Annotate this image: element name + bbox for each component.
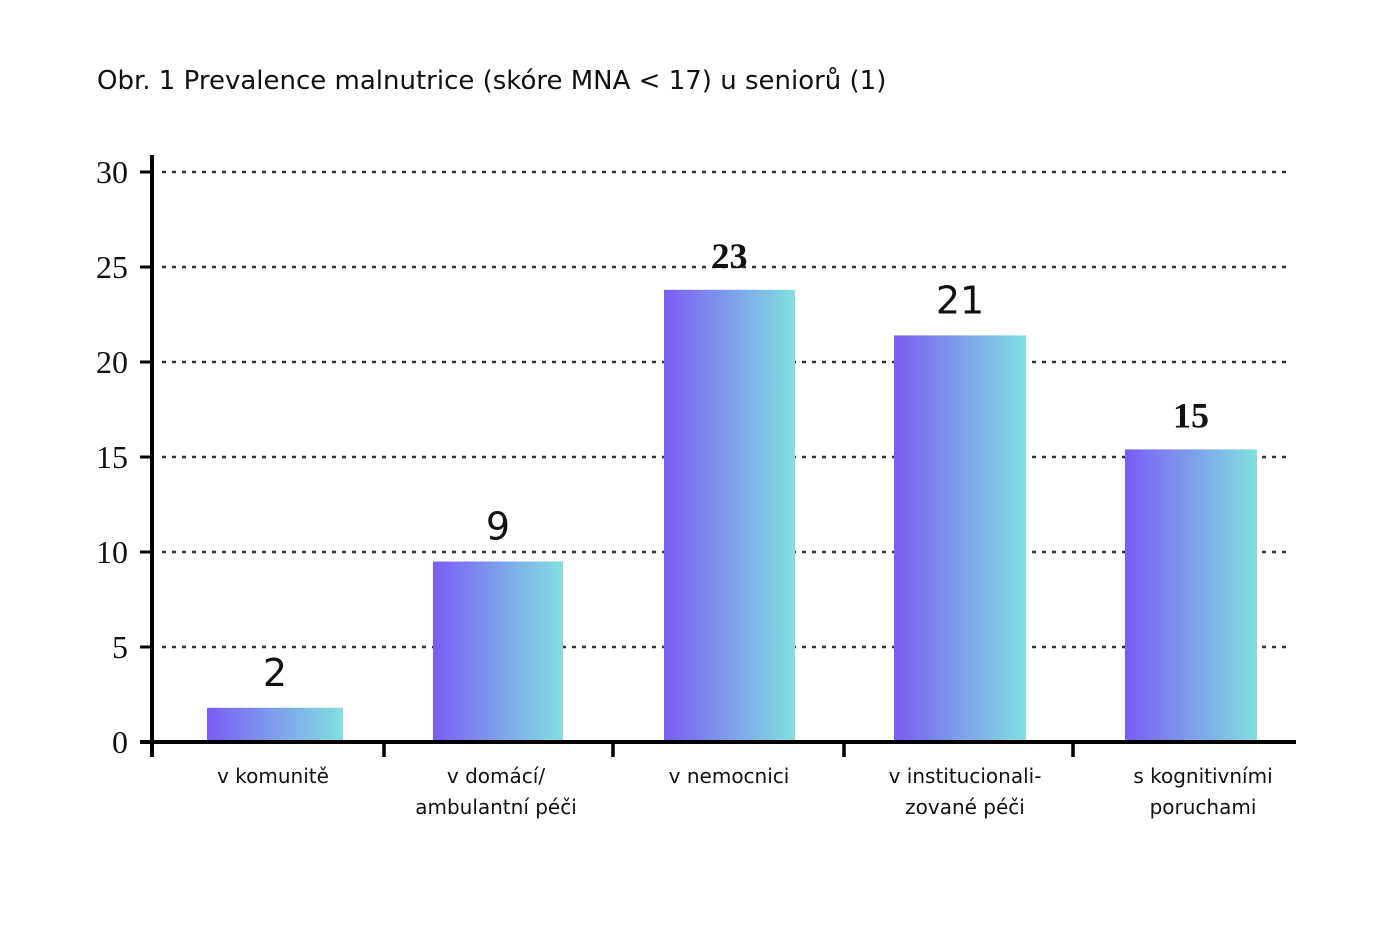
y-tick-label: 5 — [112, 629, 128, 665]
bar — [894, 335, 1026, 740]
data-label: 15 — [1173, 395, 1209, 435]
x-tick-label: v domácí/ — [447, 764, 545, 788]
data-label: 23 — [712, 236, 748, 276]
data-label: 2 — [263, 651, 287, 695]
bar — [1125, 449, 1257, 740]
x-tick-label: zované péči — [905, 795, 1025, 819]
x-tick-label: v komunitě — [217, 764, 329, 788]
y-tick-label: 15 — [96, 439, 128, 475]
bar — [207, 707, 343, 740]
data-label: 9 — [486, 505, 510, 549]
y-tick-label: 25 — [96, 249, 128, 285]
bar — [433, 561, 563, 740]
chart-title: Obr. 1 Prevalence malnutrice (skóre MNA … — [97, 66, 887, 96]
y-tick-label: 0 — [112, 724, 128, 760]
bar — [664, 289, 795, 740]
y-tick-label: 20 — [96, 344, 128, 380]
x-tick-label: v institucionali- — [889, 764, 1042, 788]
x-tick-label: v nemocnici — [669, 764, 790, 788]
x-tick-label: s kognitivními — [1133, 764, 1272, 788]
y-tick-label: 10 — [96, 534, 128, 570]
y-tick-label: 30 — [96, 154, 128, 190]
x-tick-label: ambulantní péči — [415, 795, 577, 819]
x-tick-label: poruchami — [1150, 795, 1257, 819]
data-label: 21 — [936, 278, 984, 322]
